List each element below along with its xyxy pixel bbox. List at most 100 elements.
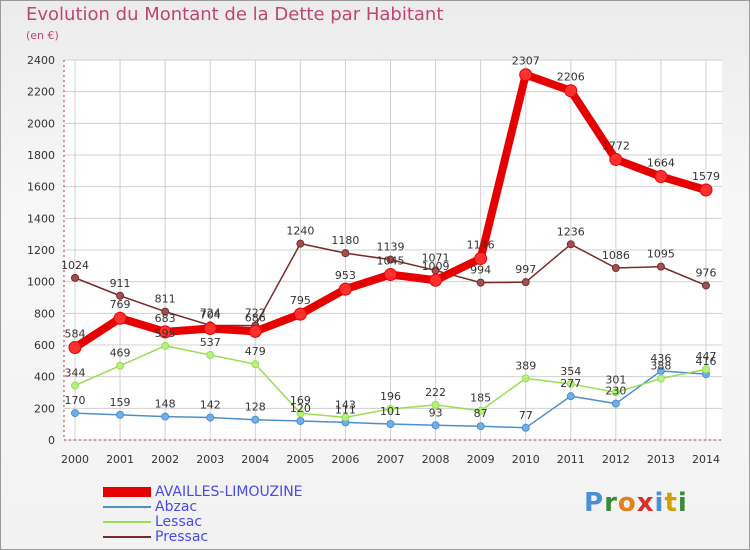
y-tick-label: 2200 [27,86,55,99]
data-label: 2206 [557,71,585,84]
data-label: 1024 [61,259,89,272]
data-point [654,170,668,184]
legend-swatch [103,487,151,497]
x-tick-label: 2011 [557,453,585,466]
x-tick-label: 2008 [422,453,450,466]
data-point [521,423,530,432]
data-point [161,412,170,421]
data-label: 1045 [377,255,405,268]
data-label: 2307 [512,55,540,68]
y-tick-label: 600 [34,339,55,352]
data-label: 1009 [422,260,450,273]
legend-label: AVAILLES-LIMOUZINE [155,484,303,500]
data-label: 222 [425,386,446,399]
data-point [656,374,665,383]
x-tick-label: 2001 [106,453,134,466]
chart-title: Evolution du Montant de la Dette par Hab… [26,4,444,25]
data-point [611,264,620,273]
data-point [656,366,665,375]
x-tick-label: 2012 [602,453,630,466]
data-label: 994 [470,264,491,277]
data-point [116,361,125,370]
data-label: 1240 [286,225,314,238]
data-label: 704 [200,309,221,322]
data-point [431,421,440,430]
chart-unit-subtitle: (en €) [26,29,59,42]
data-label: 120 [290,402,311,415]
data-label: 1579 [692,170,720,183]
data-label: 230 [605,385,626,398]
legend-label: Abzac [155,499,198,515]
data-label: 170 [65,394,86,407]
data-point [384,268,397,282]
legend-swatch [103,536,151,538]
y-tick-label: 1800 [27,149,55,162]
data-point [476,278,485,287]
data-label: 795 [290,294,311,307]
data-label: 537 [200,336,221,349]
data-point [113,311,127,325]
data-point [611,399,620,408]
data-point [476,422,485,431]
data-label: 479 [245,345,266,358]
data-point [158,325,172,339]
logo-letter: x [636,488,655,518]
data-point [521,278,530,287]
data-point [564,84,578,98]
x-tick-label: 2014 [692,453,720,466]
data-label: 1086 [602,249,630,262]
data-label: 595 [155,327,176,340]
data-label: 344 [65,367,86,380]
x-tick-label: 2003 [196,453,224,466]
data-point [71,381,79,390]
data-point [206,350,215,359]
data-label: 436 [650,352,671,365]
data-point [609,152,623,166]
data-label: 354 [560,365,581,378]
data-point [251,360,260,369]
x-tick-label: 2004 [241,453,269,466]
data-label: 469 [110,347,131,360]
y-tick-label: 1200 [27,244,55,257]
x-tick-label: 2005 [286,453,314,466]
y-tick-label: 2400 [27,54,55,67]
data-point [161,341,170,350]
data-point [251,415,260,424]
data-label: 811 [155,293,176,306]
y-tick-label: 1000 [27,276,55,289]
data-label: 148 [155,398,176,411]
data-label: 769 [110,298,131,311]
x-tick-label: 2000 [61,453,89,466]
data-point [566,379,575,388]
data-point [341,413,350,422]
x-tick-label: 2013 [647,453,675,466]
y-tick-label: 2000 [27,117,55,130]
data-point [296,409,305,418]
data-point [566,240,575,249]
y-tick-label: 800 [34,307,55,320]
data-point [474,252,488,266]
data-point [161,307,170,316]
x-tick-label: 2007 [377,453,405,466]
y-tick-label: 1600 [27,181,55,194]
data-point [429,273,443,287]
logo-letter: P [584,488,605,518]
y-tick-label: 400 [34,371,55,384]
x-tick-label: 2010 [512,453,540,466]
data-point [116,410,125,419]
data-label: 142 [200,399,221,412]
data-label: 416 [696,355,717,368]
data-label: 128 [245,401,266,414]
legend-label: Pressac [155,529,209,545]
x-tick-label: 2009 [467,453,495,466]
data-label: 1664 [647,157,675,170]
legend-swatch [103,506,151,508]
legend-swatch [103,521,151,523]
data-label: 185 [470,392,491,405]
data-point [702,365,710,374]
data-point [431,400,440,409]
logo-letter: i [654,488,665,518]
data-point [206,413,215,422]
data-label: 77 [519,409,533,422]
